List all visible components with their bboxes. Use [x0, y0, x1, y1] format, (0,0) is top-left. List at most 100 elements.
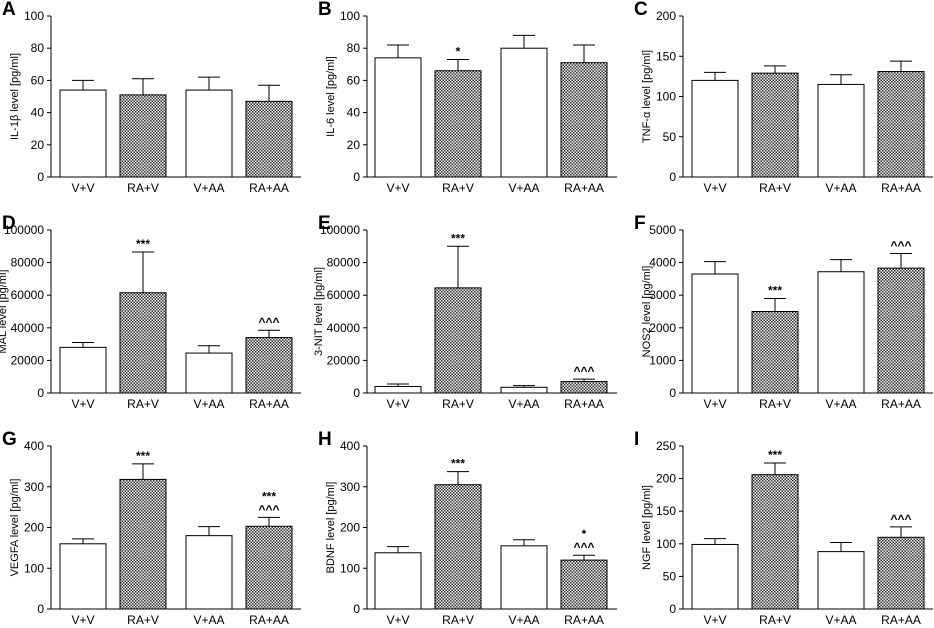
y-tick-label: 300 [340, 480, 360, 494]
y-tick-label: 20000 [11, 353, 45, 367]
panel-a: A 0 20 40 60 80 100 IL-1β level [pg/ml] V+V RA+V V… [2, 0, 301, 195]
bar-v-plus-aa [500, 545, 548, 610]
bar-ra-plus-aa [560, 559, 608, 610]
y-axis-label: IL-1β level [pg/ml] [9, 53, 21, 140]
y-tick-label: 40000 [11, 321, 45, 335]
y-tick-label: 40 [31, 106, 45, 120]
y-axis-label: 3-NIT level [pg/ml] [313, 267, 325, 356]
significance-label: *** [768, 448, 782, 462]
y-tick-label: 20 [347, 138, 361, 152]
y-tick-label: 0 [669, 386, 676, 400]
bar-v-plus-v [59, 543, 107, 610]
significance-label: *** [451, 457, 465, 471]
significance-label: *** [136, 237, 150, 251]
panel-i: I 0 50 100 150 200 250 NGF level [pg/ml] V+V *** R… [634, 429, 933, 627]
significance-label: ^^^ [573, 540, 594, 554]
bar-v-plus-aa [817, 551, 865, 610]
panel-letter: C [634, 0, 648, 20]
bar-ra-plus-aa [877, 267, 925, 394]
bar-ra-plus-aa [245, 337, 293, 394]
y-tick-label: 1000 [649, 353, 676, 367]
bar-ra-plus-v [434, 70, 482, 178]
significance-label: *** [451, 231, 465, 245]
bar-ra-plus-v [434, 287, 482, 394]
y-axis-label: BDNF level [pg/ml] [325, 482, 337, 574]
y-axis-label: VEGFA level [pg/ml] [9, 479, 21, 577]
y-tick-label: 300 [24, 480, 44, 494]
y-tick-label: 60000 [327, 288, 361, 302]
x-tick-label: RA+AA [881, 613, 921, 627]
x-tick-label: RA+AA [564, 181, 604, 195]
bar-ra-plus-v [434, 484, 482, 610]
x-tick-label: V+V [386, 397, 409, 411]
panel-f: F 0 1000 2000 3000 4000 5000 NOS2 level [pg/ml]… [634, 213, 933, 411]
y-tick-label: 0 [353, 602, 360, 616]
y-tick-label: 100 [340, 9, 360, 23]
y-tick-label: 150 [656, 504, 676, 518]
significance-label: ^^^ [258, 502, 279, 516]
bar-ra-plus-aa [877, 536, 925, 610]
x-tick-label: V+AA [508, 181, 539, 195]
bar-ra-plus-v [751, 311, 799, 394]
y-tick-label: 0 [353, 386, 360, 400]
x-tick-label: RA+AA [881, 397, 921, 411]
y-tick-label: 0 [669, 170, 676, 184]
x-tick-label: RA+AA [249, 181, 289, 195]
x-tick-label: V+V [71, 181, 94, 195]
panel-letter: A [2, 0, 16, 20]
bar-ra-plus-aa [245, 525, 293, 610]
panel-letter: D [2, 213, 16, 234]
bar-v-plus-v [691, 79, 739, 178]
x-tick-label: RA+V [127, 397, 159, 411]
x-tick-label: RA+V [442, 613, 474, 627]
y-tick-label: 100 [340, 561, 360, 575]
bar-v-plus-v [59, 89, 107, 178]
significance-label: * [582, 527, 587, 541]
panel-letter: G [2, 429, 17, 450]
x-tick-label: RA+AA [249, 613, 289, 627]
significance-label: * [456, 44, 461, 58]
x-tick-label: V+AA [825, 181, 856, 195]
x-tick-label: RA+V [127, 613, 159, 627]
y-axis-label: TNF-α level [pg/ml] [641, 50, 653, 143]
bar-v-plus-aa [500, 47, 548, 178]
significance-label: *** [136, 449, 150, 463]
y-axis-label: MAL level [pg/ml] [0, 270, 9, 354]
significance-label: ^^^ [890, 238, 911, 252]
bar-v-plus-v [59, 346, 107, 394]
y-tick-label: 20 [31, 138, 45, 152]
bar-ra-plus-v [751, 474, 799, 610]
y-tick-label: 0 [37, 602, 44, 616]
x-tick-label: V+AA [825, 613, 856, 627]
y-tick-label: 40000 [327, 321, 361, 335]
y-tick-label: 2000 [649, 321, 676, 335]
y-tick-label: 200 [656, 9, 676, 23]
y-tick-label: 100000 [4, 223, 44, 237]
y-tick-label: 100 [656, 537, 676, 551]
y-tick-label: 80 [347, 41, 361, 55]
y-tick-label: 100 [24, 9, 44, 23]
x-tick-label: V+AA [193, 613, 224, 627]
y-tick-label: 20000 [327, 353, 361, 367]
significance-label: ^^^ [573, 364, 594, 378]
x-tick-label: V+AA [193, 181, 224, 195]
y-tick-label: 100 [24, 561, 44, 575]
x-tick-label: RA+AA [564, 613, 604, 627]
y-tick-label: 80000 [11, 256, 45, 270]
bar-v-plus-v [691, 273, 739, 394]
bar-v-plus-v [374, 552, 422, 610]
y-tick-label: 0 [353, 170, 360, 184]
significance-label: *** [262, 489, 276, 503]
y-tick-label: 50 [663, 569, 677, 583]
y-tick-label: 3000 [649, 288, 676, 302]
y-tick-label: 0 [669, 602, 676, 616]
y-tick-label: 50 [663, 130, 677, 144]
y-tick-label: 400 [340, 439, 360, 453]
bar-ra-plus-v [119, 478, 167, 610]
x-tick-label: RA+AA [249, 397, 289, 411]
x-tick-label: V+AA [508, 397, 539, 411]
panel-b: B 0 20 40 60 80 100 IL-6 level [pg/ml] V+V * RA+V V… [318, 0, 617, 195]
bar-v-plus-v [374, 385, 422, 394]
y-tick-label: 40 [347, 106, 361, 120]
panel-letter: B [318, 0, 332, 20]
